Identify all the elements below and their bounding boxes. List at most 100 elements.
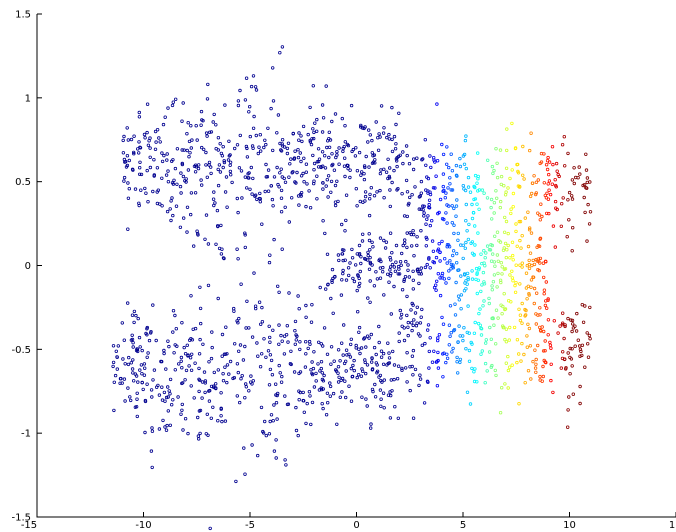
scatter-point xyxy=(216,135,221,140)
scatter-point xyxy=(323,231,327,236)
scatter-point xyxy=(570,318,575,323)
scatter-point xyxy=(286,402,291,406)
scatter-point xyxy=(221,144,225,149)
scatter-point xyxy=(466,276,470,280)
scatter-point xyxy=(198,321,203,326)
scatter-point xyxy=(470,216,475,221)
scatter-point xyxy=(197,352,202,356)
scatter-point xyxy=(225,205,229,209)
scatter-point xyxy=(349,337,353,341)
scatter-point xyxy=(416,267,420,271)
scatter-point xyxy=(544,162,549,167)
scatter-point xyxy=(451,263,455,267)
scatter-point xyxy=(209,130,214,134)
scatter-point xyxy=(271,204,275,208)
scatter-point xyxy=(297,389,301,393)
scatter-point xyxy=(504,219,509,224)
scatter-point xyxy=(577,165,581,169)
scatter-point xyxy=(545,167,550,172)
scatter-point xyxy=(278,51,282,55)
scatter-point xyxy=(183,417,188,421)
scatter-point xyxy=(232,146,237,151)
scatter-point xyxy=(320,150,325,154)
scatter-point xyxy=(377,132,381,136)
scatter-point xyxy=(271,66,275,70)
scatter-point xyxy=(349,103,354,108)
scatter-point xyxy=(279,333,283,338)
scatter-point xyxy=(413,311,418,315)
scatter-point xyxy=(365,334,370,338)
scatter-point xyxy=(525,345,529,349)
scatter-point xyxy=(160,385,164,389)
scatter-point xyxy=(293,180,297,184)
scatter-point xyxy=(319,360,324,364)
scatter-point xyxy=(111,360,116,365)
scatter-point xyxy=(527,266,532,271)
scatter-point xyxy=(445,221,449,225)
scatter-point xyxy=(392,363,397,367)
scatter-point xyxy=(551,162,555,167)
scatter-point xyxy=(298,151,302,155)
scatter-point xyxy=(326,401,330,405)
scatter-point xyxy=(167,389,171,393)
scatter-point xyxy=(285,151,290,156)
scatter-point xyxy=(450,350,454,354)
scatter-point xyxy=(447,343,451,347)
scatter-point xyxy=(382,378,386,382)
scatter-point xyxy=(131,150,136,155)
scatter-point xyxy=(115,367,119,371)
scatter-point xyxy=(510,240,515,244)
scatter-point xyxy=(160,204,164,208)
scatter-point xyxy=(366,296,370,300)
scatter-point xyxy=(544,196,549,200)
scatter-point xyxy=(275,393,279,398)
scatter-point xyxy=(125,163,130,168)
scatter-point xyxy=(441,189,445,193)
scatter-point xyxy=(131,168,135,172)
scatter-point xyxy=(373,158,377,162)
scatter-point xyxy=(464,134,468,138)
scatter-point xyxy=(114,349,118,353)
scatter-point xyxy=(445,203,449,207)
scatter-point xyxy=(339,293,344,297)
scatter-point xyxy=(277,323,281,327)
scatter-point xyxy=(291,131,295,136)
scatter-point xyxy=(276,284,280,288)
scatter-point xyxy=(495,161,499,165)
scatter-point xyxy=(390,389,394,393)
scatter-point xyxy=(145,168,149,173)
scatter-point xyxy=(180,321,184,325)
scatter-point xyxy=(561,350,565,354)
scatter-point xyxy=(170,196,174,200)
scatter-point xyxy=(458,156,462,161)
scatter-point xyxy=(518,238,522,243)
scatter-point xyxy=(207,360,211,364)
scatter-point xyxy=(529,285,533,289)
scatter-point xyxy=(268,335,272,340)
scatter-point xyxy=(331,391,336,396)
scatter-point xyxy=(143,430,147,435)
scatter-point xyxy=(166,409,170,413)
scatter-point xyxy=(195,138,199,142)
scatter-point xyxy=(448,182,452,186)
scatter-point xyxy=(364,345,368,349)
scatter-point xyxy=(562,134,566,139)
scatter-point xyxy=(444,191,448,195)
scatter-point xyxy=(138,146,143,150)
scatter-point xyxy=(420,307,424,312)
scatter-point xyxy=(487,296,491,301)
scatter-point xyxy=(374,352,378,357)
scatter-point xyxy=(420,157,424,162)
scatter-point xyxy=(453,302,457,306)
scatter-point xyxy=(503,307,507,312)
scatter-point xyxy=(405,313,409,318)
scatter-point xyxy=(387,176,392,180)
scatter-point xyxy=(467,331,471,335)
scatter-point xyxy=(405,231,409,235)
scatter-point xyxy=(438,293,443,298)
scatter-point xyxy=(151,189,155,194)
scatter-point xyxy=(165,152,169,156)
scatter-point xyxy=(464,166,468,171)
scatter-point xyxy=(212,370,216,375)
scatter-point xyxy=(472,379,477,384)
